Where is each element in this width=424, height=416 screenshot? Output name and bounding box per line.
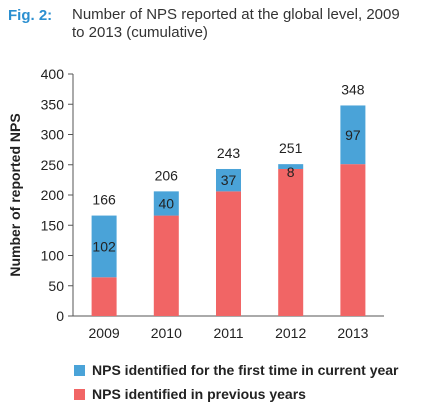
x-tick-label: 2009 (89, 325, 120, 341)
total-label: 206 (155, 167, 179, 183)
bar-previous-years (91, 277, 117, 316)
legend-label-first-time: NPS identified for the first time in cur… (92, 362, 399, 378)
total-label: 243 (217, 145, 241, 161)
legend-label-previous: NPS identified in previous years (92, 386, 306, 402)
figure-label: Fig. 2: (8, 7, 53, 24)
total-label: 251 (279, 140, 303, 156)
bar-previous-years (340, 164, 366, 316)
y-tick-label: 100 (41, 248, 65, 264)
bar-previous-years (278, 168, 304, 316)
y-tick-label: 200 (41, 187, 65, 203)
figure-title: Number of NPS reported at the global lev… (72, 6, 400, 41)
x-tick-label: 2010 (151, 325, 182, 341)
x-tick-label: 2013 (337, 325, 368, 341)
bar-first-time (340, 105, 366, 165)
bar-previous-years (153, 215, 179, 316)
legend-item-previous: NPS identified in previous years (74, 382, 399, 406)
y-tick-label: 0 (56, 308, 64, 324)
bar-first-time (216, 168, 241, 192)
y-tick-label: 50 (48, 278, 64, 294)
bar-previous-years (216, 191, 241, 316)
legend: NPS identified for the first time in cur… (74, 358, 399, 406)
total-label: 348 (341, 81, 365, 97)
legend-item-first-time: NPS identified for the first time in cur… (74, 358, 399, 382)
legend-swatch-first-time (74, 364, 85, 376)
figure-header: Fig. 2: Number of NPS reported at the gl… (8, 6, 402, 42)
x-tick-label: 2012 (275, 325, 306, 341)
segment-label-first-time: 40 (159, 195, 175, 211)
y-axis-label: Number of reported NPS (7, 113, 23, 276)
y-tick-label: 150 (41, 217, 65, 233)
total-label: 166 (92, 192, 116, 208)
y-tick-label: 350 (41, 96, 65, 112)
legend-swatch-previous (74, 388, 85, 400)
segment-label-first-time: 97 (345, 127, 361, 143)
y-tick-label: 250 (41, 157, 65, 173)
segment-label-first-time: 37 (221, 172, 237, 188)
y-tick-label: 400 (41, 66, 65, 82)
bar-first-time (278, 164, 304, 169)
x-tick-label: 2011 (213, 325, 243, 341)
bar-first-time (91, 215, 117, 278)
segment-label-first-time: 102 (92, 238, 116, 254)
segment-label-first-time: 8 (287, 164, 295, 180)
bar-first-time (153, 191, 179, 216)
y-tick-label: 300 (41, 127, 65, 143)
